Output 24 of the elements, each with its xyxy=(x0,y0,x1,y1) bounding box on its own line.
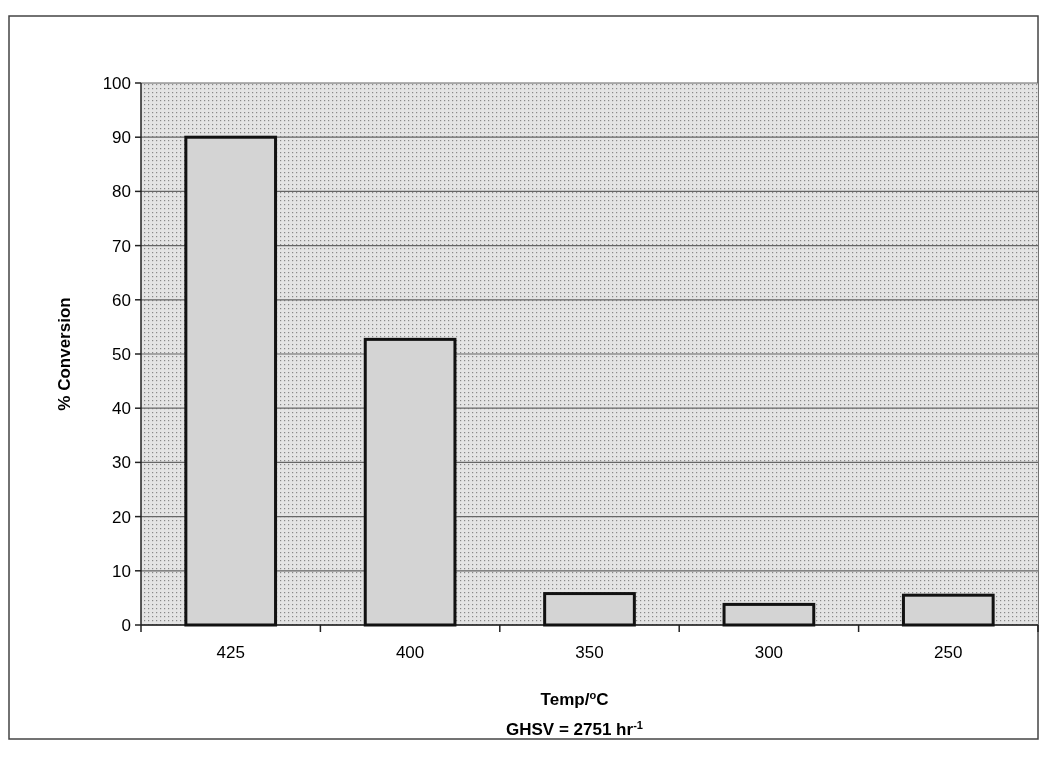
y-tick-label: 40 xyxy=(112,399,131,419)
y-tick-label: 0 xyxy=(121,615,131,635)
y-tick-label: 90 xyxy=(112,128,131,148)
y-tick-label: 70 xyxy=(112,236,131,256)
x-tick-label: 300 xyxy=(754,643,784,662)
y-tick-label: 80 xyxy=(112,182,131,202)
x-tick-label: 400 xyxy=(395,643,425,662)
y-tick-label: 100 xyxy=(102,73,131,93)
y-axis-title: % Conversion xyxy=(55,297,74,411)
text: GHSV = 2751 hr$^{-1}$ xyxy=(506,719,643,739)
bar xyxy=(901,593,995,627)
y-tick-label: 30 xyxy=(112,453,131,473)
y-tick-label: 60 xyxy=(112,290,131,310)
y-tick-label: 20 xyxy=(112,507,131,527)
bar xyxy=(363,337,457,627)
x-axis-title: Temp/$^{o}$C xyxy=(540,689,609,709)
bar xyxy=(722,602,816,627)
x-tick-label: 250 xyxy=(934,643,963,662)
y-tick-label: 50 xyxy=(112,344,131,364)
bar xyxy=(543,592,636,627)
bar xyxy=(184,135,278,627)
x-tick-label: 425 xyxy=(216,643,245,662)
x-tick-label: 350 xyxy=(575,643,604,662)
y-tick-label: 10 xyxy=(112,561,131,581)
